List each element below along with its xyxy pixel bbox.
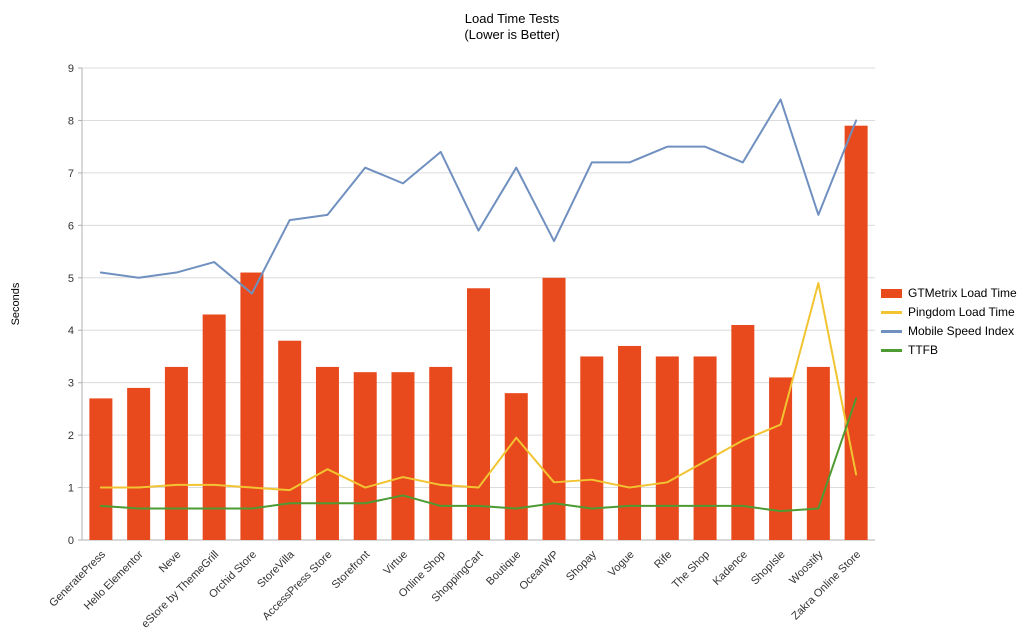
- svg-text:The Shop: The Shop: [670, 549, 712, 591]
- svg-text:Rife: Rife: [652, 549, 674, 571]
- legend-label-mobile-speed-index: Mobile Speed Index: [908, 324, 1015, 338]
- svg-text:OceanWP: OceanWP: [517, 549, 561, 593]
- svg-text:ShopIsle: ShopIsle: [749, 549, 788, 588]
- svg-text:Neve: Neve: [157, 549, 184, 576]
- legend-item-pingdom-load-time: Pingdom Load Time: [881, 305, 1017, 319]
- svg-text:8: 8: [68, 115, 74, 127]
- svg-text:Woostify: Woostify: [787, 548, 826, 587]
- svg-text:3: 3: [68, 378, 74, 390]
- legend-label-pingdom-load-time: Pingdom Load Time: [908, 305, 1015, 319]
- svg-text:Vogue: Vogue: [606, 549, 637, 580]
- svg-text:Boutique: Boutique: [484, 549, 523, 588]
- legend-label-gtmetrix-load-time: GTMetrix Load Time: [908, 286, 1017, 300]
- svg-text:Shopay: Shopay: [564, 548, 599, 583]
- legend-swatch-pingdom-load-time: [881, 310, 902, 314]
- legend: GTMetrix Load Time Pingdom Load Time Mob…: [881, 286, 1017, 357]
- legend-item-mobile-speed-index: Mobile Speed Index: [881, 324, 1017, 338]
- svg-text:Zakra Online Store: Zakra Online Store: [789, 549, 863, 623]
- svg-text:5: 5: [68, 273, 74, 285]
- legend-swatch-gtmetrix-load-time: [881, 288, 902, 298]
- svg-text:AccessPress Store: AccessPress Store: [260, 549, 334, 623]
- chart-title: Load Time Tests: [464, 11, 560, 26]
- svg-text:Kadence: Kadence: [711, 549, 750, 588]
- y-axis-label: Seconds: [10, 282, 22, 326]
- legend-swatch-ttfb: [881, 348, 902, 352]
- svg-text:Virtue: Virtue: [381, 549, 410, 578]
- legend-item-gtmetrix-load-time: GTMetrix Load Time: [881, 286, 1017, 300]
- svg-text:4: 4: [68, 325, 74, 337]
- legend-item-ttfb: TTFB: [881, 343, 1017, 357]
- svg-text:Storefront: Storefront: [330, 549, 373, 592]
- legend-swatch-mobile-speed-index: [881, 329, 902, 333]
- legend-label-ttfb: TTFB: [908, 343, 938, 357]
- chart-subtitle: (Lower is Better): [464, 27, 560, 42]
- svg-text:7: 7: [68, 168, 74, 180]
- svg-text:6: 6: [68, 220, 74, 232]
- svg-text:0: 0: [68, 535, 74, 547]
- svg-text:1: 1: [68, 483, 74, 495]
- svg-text:2: 2: [68, 430, 74, 442]
- svg-text:9: 9: [68, 63, 74, 75]
